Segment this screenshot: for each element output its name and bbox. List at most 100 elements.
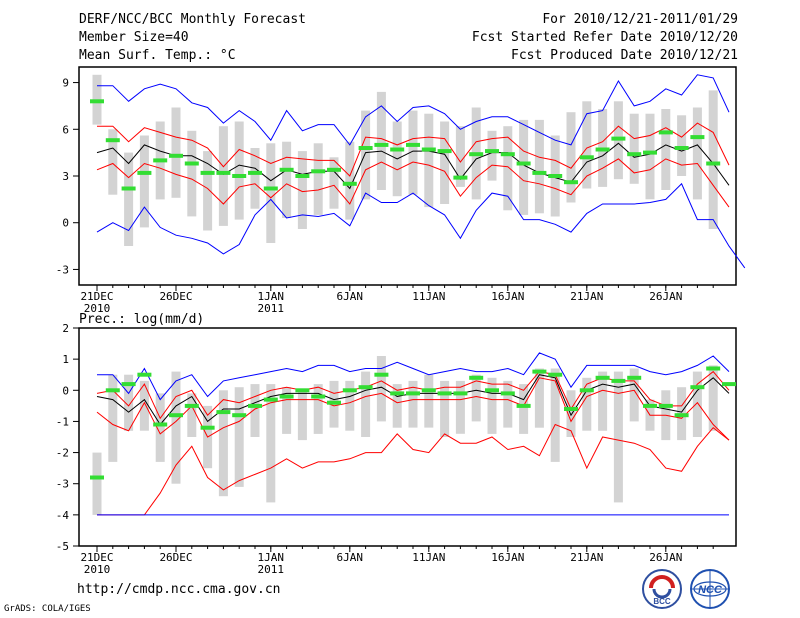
temp-median-marker	[390, 147, 405, 152]
prec-median-marker	[564, 407, 578, 411]
member-size-label: Member Size=40	[79, 30, 189, 45]
prec-range-box	[250, 384, 260, 437]
temp-median-marker	[105, 138, 120, 143]
temp-median-marker	[485, 149, 499, 154]
prec-mean-2std-line	[97, 423, 730, 516]
prec-median-marker	[643, 403, 657, 408]
prec-median-marker	[327, 400, 341, 405]
prec-median-marker	[153, 422, 168, 427]
temp-median-marker	[248, 170, 262, 175]
temp-x-tick-year: 2011	[258, 302, 285, 315]
temp-median-marker	[627, 152, 642, 157]
temp-median-marker	[263, 186, 278, 191]
prec-median-marker	[706, 366, 721, 371]
prec-median-marker	[216, 410, 231, 415]
prec-range-box	[550, 368, 560, 462]
prec-y-tick-label: 1	[62, 353, 69, 366]
temp-max-line	[97, 74, 730, 146]
prec-median-marker	[437, 391, 452, 396]
temp-median-marker	[564, 180, 578, 185]
prec-plot-frame	[78, 327, 737, 547]
prec-range-box	[124, 374, 134, 431]
temp-range-box	[250, 148, 260, 209]
temp-y-tick-label: 0	[62, 217, 69, 230]
prec-median-marker	[532, 369, 547, 374]
prec-median-marker	[469, 375, 484, 380]
prec-median-marker	[248, 403, 262, 408]
temp-range-box	[582, 101, 592, 189]
prec-x-tick-label: 21JAN	[570, 551, 603, 564]
prec-median-marker	[406, 391, 420, 396]
prec-x-tick-label: 26JAN	[649, 551, 682, 564]
temp-median-marker	[184, 161, 199, 166]
temp-range-box	[124, 152, 134, 246]
prec-y-tick-label: -5	[56, 540, 69, 553]
prec-range-box	[503, 380, 513, 428]
prec-median-marker	[105, 388, 120, 393]
prec-range-box	[534, 368, 544, 428]
temp-median-marker	[121, 186, 136, 191]
temp-range-box	[487, 130, 497, 181]
prec-median-marker	[295, 388, 310, 393]
temp-range-box	[440, 121, 450, 204]
prec-range-box	[92, 452, 102, 515]
prec-median-marker	[611, 378, 626, 383]
temp-median-marker	[611, 136, 626, 141]
prec-median-marker	[200, 425, 215, 430]
temp-range-box	[534, 119, 544, 214]
svg-text:NCC: NCC	[698, 584, 723, 596]
temp-median-marker	[674, 146, 689, 150]
temp-median-marker	[279, 167, 294, 172]
prec-median-marker	[90, 475, 104, 480]
temp-median-marker	[437, 149, 452, 154]
prec-range-box	[361, 371, 371, 437]
prec-y-tick-label: 2	[62, 322, 69, 335]
prec-y-tick-label: -3	[56, 478, 69, 491]
temp-median-marker	[200, 170, 215, 175]
temp-range-box	[424, 113, 434, 208]
refer-date: Fcst Started Refer Date 2010/12/20	[471, 30, 738, 45]
prec-range-box	[487, 377, 497, 434]
temp-range-box	[455, 126, 465, 187]
temp-median-marker	[532, 170, 547, 175]
prec-range-box	[613, 371, 623, 503]
temp-range-box	[313, 143, 323, 215]
temp-x-tick-label: 26JAN	[649, 290, 682, 303]
temp-x-tick-label: 26DEC	[159, 290, 192, 303]
temp-median-marker	[232, 174, 247, 178]
prec-y-tick-label: -1	[56, 415, 69, 428]
temp-range-box	[677, 115, 687, 176]
prec-range-box	[440, 380, 450, 437]
temp-range-box	[329, 157, 339, 209]
prec-median-marker	[595, 375, 610, 380]
temp-mean-line	[96, 142, 730, 190]
prec-range-box	[345, 380, 355, 431]
prec-median-marker	[548, 372, 563, 377]
prec-median-marker	[184, 403, 199, 408]
prec-x-tick-label: 16JAN	[491, 551, 524, 564]
temp-x-tick-label: 16JAN	[491, 290, 524, 303]
temp-median-marker	[453, 175, 468, 180]
temp-range-box	[661, 109, 671, 190]
temp-range-box	[139, 135, 149, 228]
source-url[interactable]: http://cmdp.ncc.cma.gov.cn	[77, 582, 281, 597]
temp-mean-std-line	[96, 158, 730, 208]
temp-range-box	[266, 143, 276, 243]
prec-median-marker	[374, 372, 389, 377]
temp-range-box	[645, 113, 655, 200]
prec-range-box	[108, 374, 118, 462]
temp-median-marker	[548, 174, 563, 178]
prec-x-tick-label: 26DEC	[159, 551, 192, 564]
temp-median-marker	[421, 147, 436, 152]
prec-y-tick-label: -4	[56, 509, 70, 522]
prec-median-marker	[658, 403, 673, 408]
prec-range-box	[708, 365, 718, 431]
prec-median-marker	[500, 391, 515, 396]
prec-median-marker	[516, 403, 531, 408]
prec-median-marker	[453, 391, 468, 396]
temp-range-box	[297, 151, 307, 229]
prec-range-box	[155, 393, 165, 462]
temp-median-marker	[327, 167, 341, 172]
prec-median-marker	[579, 388, 594, 393]
produced-date: Fcst Produced Date 2010/12/21	[511, 48, 738, 63]
